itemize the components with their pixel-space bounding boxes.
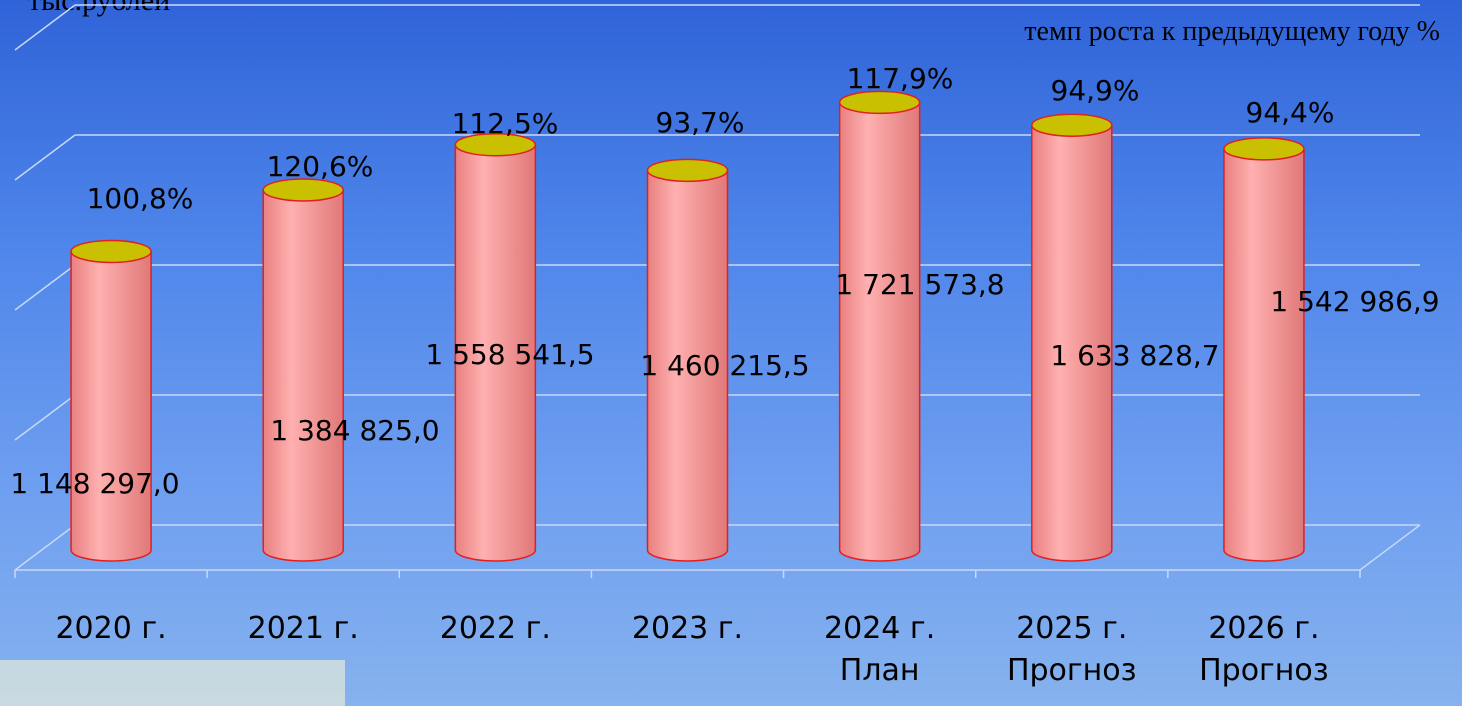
bar-top: [1224, 138, 1304, 160]
value-label: 1 384 825,0: [270, 414, 439, 447]
chart: тыс.рублей темп роста к предыдущему году…: [0, 0, 1462, 706]
bar: [71, 251, 151, 561]
x-tick-label: 2022 г.: [400, 608, 590, 650]
bar: [1224, 149, 1304, 561]
growth-label: 117,9%: [847, 62, 954, 95]
subtitle: темп роста к предыдущему году %: [1024, 16, 1440, 47]
value-label: 1 148 297,0: [10, 467, 179, 500]
x-tick-label: 2025 г. Прогноз: [977, 608, 1167, 692]
x-tick-label: 2021 г.: [208, 608, 398, 650]
growth-label: 120,6%: [267, 150, 374, 183]
value-label: 1 542 986,9: [1270, 285, 1439, 318]
value-label: 1 460 215,5: [640, 349, 809, 382]
growth-label: 112,5%: [452, 107, 559, 140]
x-tick-label: 2024 г. План: [785, 608, 975, 692]
growth-label: 100,8%: [87, 182, 194, 215]
bar-top: [648, 159, 728, 181]
value-label: 1 558 541,5: [425, 338, 594, 371]
bar-top: [71, 240, 151, 262]
value-label: 1 633 828,7: [1050, 339, 1219, 372]
wall-line: [15, 135, 75, 180]
x-tick-label: 2023 г.: [593, 608, 783, 650]
x-tick-label: 2026 г. Прогноз: [1169, 608, 1359, 692]
value-label: 1 721 573,8: [835, 268, 1004, 301]
growth-label: 94,4%: [1246, 96, 1335, 129]
growth-label: 94,9%: [1051, 74, 1140, 107]
unit-title: тыс.рублей: [28, 0, 170, 17]
wall-line: [15, 525, 75, 570]
wall-line: [15, 395, 75, 440]
bar: [840, 102, 920, 561]
slide: тыс.рублей темп роста к предыдущему году…: [0, 0, 1462, 706]
x-tick-label: 2020 г.: [16, 608, 206, 650]
bar: [263, 190, 343, 561]
growth-label: 93,7%: [656, 106, 745, 139]
decor-image: [0, 660, 345, 706]
bar-top: [1032, 114, 1112, 136]
wall-line: [15, 265, 75, 310]
